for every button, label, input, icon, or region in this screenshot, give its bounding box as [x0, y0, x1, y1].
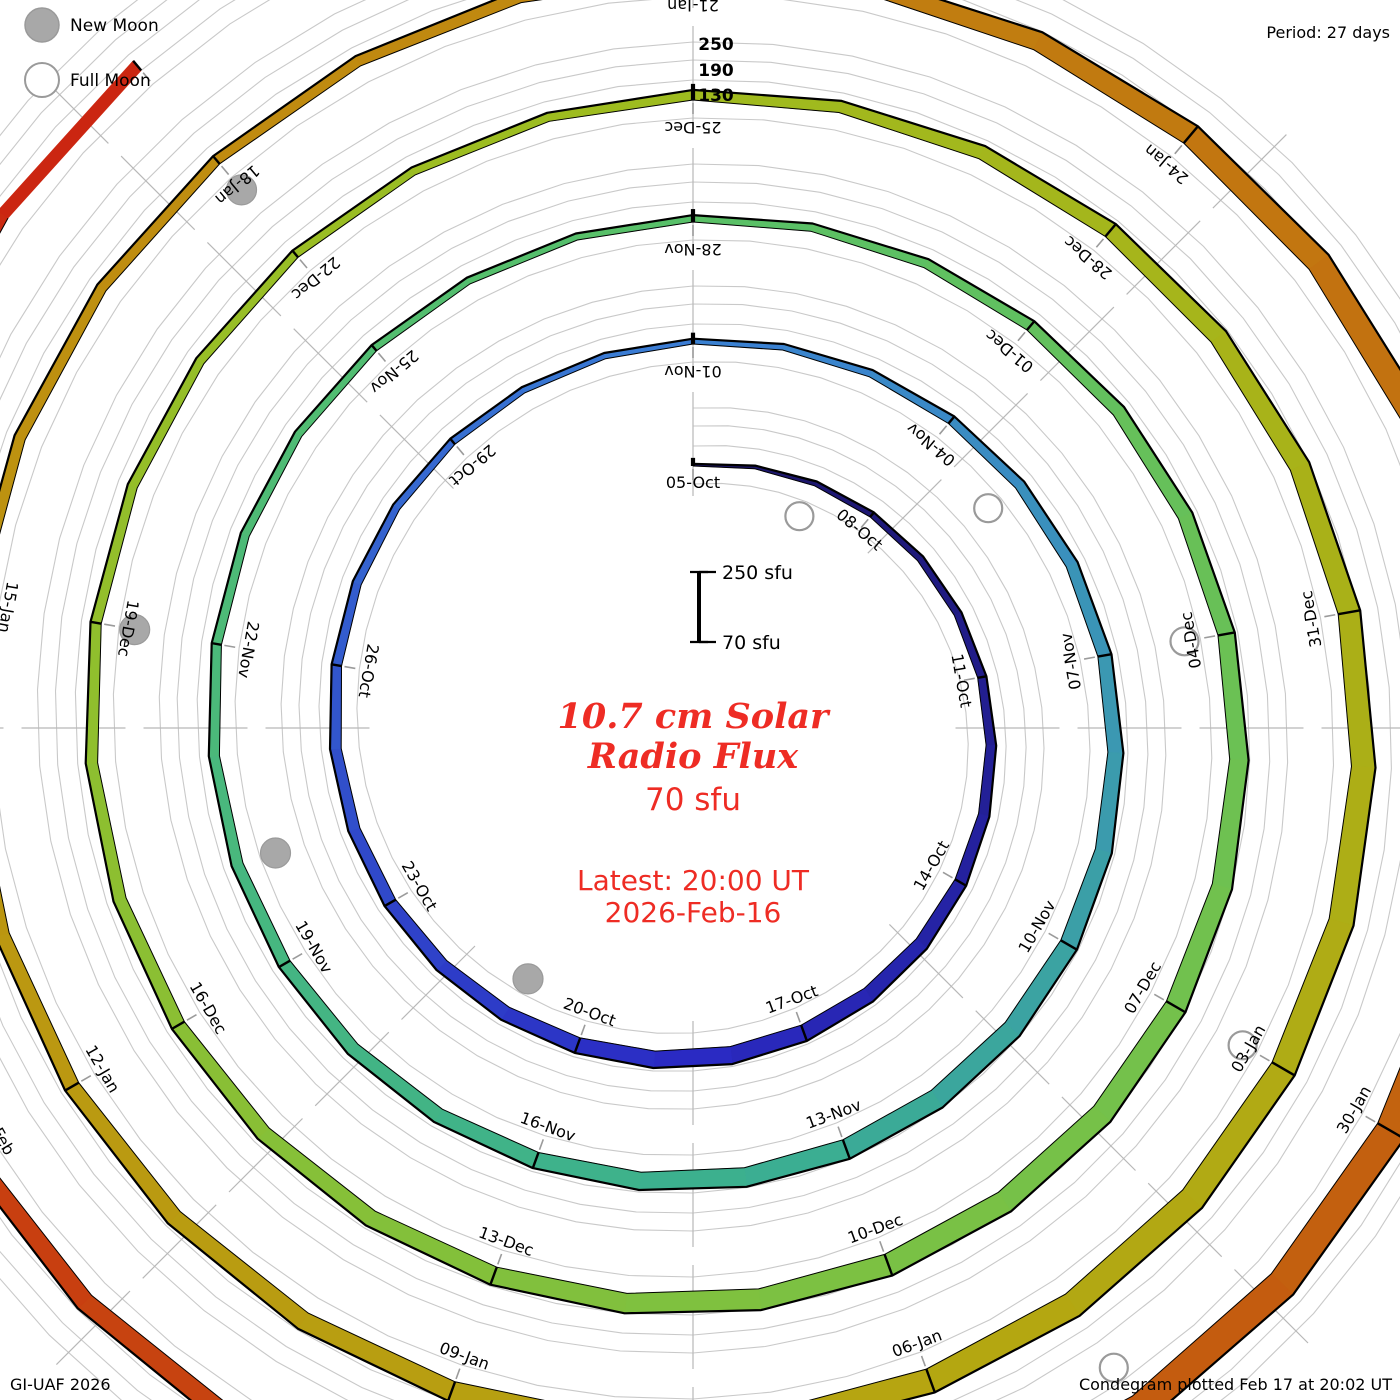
date-label: 25-Dec [664, 118, 721, 137]
scale-number-190: 190 [698, 61, 734, 81]
title-line-1: 10.7 cm Solar [558, 696, 832, 737]
date-label: 10-Nov [1014, 897, 1059, 956]
current-flux-value: 70 sfu [645, 782, 741, 818]
full-moon-swatch [24, 62, 60, 98]
date-label: 23-Oct [398, 858, 442, 914]
amplitude-scale-bar: 250 sfu 70 sfu [690, 562, 793, 654]
date-label: 16-Nov [518, 1108, 578, 1145]
date-label: 15-Jan [0, 580, 22, 634]
date-label: 08-Feb [0, 1102, 19, 1159]
date-label: 19-Dec [114, 599, 143, 659]
scale-number-250: 250 [698, 35, 734, 55]
period-label: Period: 27 days [1266, 23, 1390, 42]
date-label: 17-Oct [763, 981, 820, 1017]
date-label: 19-Nov [291, 917, 336, 976]
date-label: 21-Jan [667, 0, 719, 15]
date-label: 10-Dec [845, 1210, 905, 1247]
footer-left: GI-UAF 2026 [10, 1375, 111, 1394]
full-moon-marker [784, 501, 815, 532]
date-label: 01-Dec [981, 325, 1037, 376]
latest-time-label: Latest: 20:00 UT [577, 864, 810, 897]
title-line-2: Radio Flux [587, 736, 799, 777]
date-label: 30-Jan [1333, 1082, 1375, 1136]
date-label: 08-Oct [833, 505, 887, 554]
date-label: 22-Dec [288, 253, 344, 304]
full-moon-marker [1169, 626, 1200, 657]
date-label: 24-Jan [1140, 140, 1192, 188]
center-title-block: 10.7 cm Solar Radio Flux 70 sfu Latest: … [558, 696, 832, 929]
full-moon-marker [973, 493, 1004, 524]
moon-phase-markers [119, 174, 1258, 1383]
new-moon-marker [259, 837, 292, 869]
date-label: 01-Nov [664, 362, 721, 381]
date-label: 12-Jan [81, 1042, 123, 1096]
full-moon-marker [1098, 1352, 1129, 1383]
date-label: 09-Jan [437, 1338, 492, 1374]
date-label: 16-Dec [186, 978, 231, 1037]
footer-right: Condegram plotted Feb 17 at 20:02 UT [1079, 1375, 1392, 1394]
date-label: 05-Oct [666, 473, 720, 492]
scale-bar-top-label: 250 sfu [722, 562, 793, 584]
new-moon-marker [225, 174, 258, 206]
date-label: 28-Dec [1060, 232, 1116, 283]
scale-bar-bottom-label: 70 sfu [722, 632, 781, 654]
date-label: 28-Nov [664, 240, 721, 259]
date-label: 13-Dec [476, 1223, 536, 1260]
date-label: 29-Oct [446, 441, 500, 490]
radial-scale-numbers: 250 190 130 [698, 35, 734, 106]
new-moon-marker [119, 613, 151, 646]
new-moon-marker [512, 963, 544, 995]
date-label: 06-Jan [889, 1325, 944, 1361]
legend: New Moon Full Moon [24, 7, 159, 98]
new-moon-label: New Moon [70, 16, 159, 36]
date-label: 07-Dec [1120, 958, 1165, 1017]
date-label: 20-Oct [561, 994, 618, 1030]
full-moon-marker [1227, 1030, 1258, 1061]
scale-number-130: 130 [698, 86, 734, 106]
latest-date-label: 2026-Feb-16 [605, 896, 782, 929]
date-label: 04-Nov [903, 419, 959, 470]
date-label: 13-Nov [803, 1095, 863, 1132]
new-moon-swatch [24, 7, 60, 43]
full-moon-label: Full Moon [70, 71, 151, 91]
